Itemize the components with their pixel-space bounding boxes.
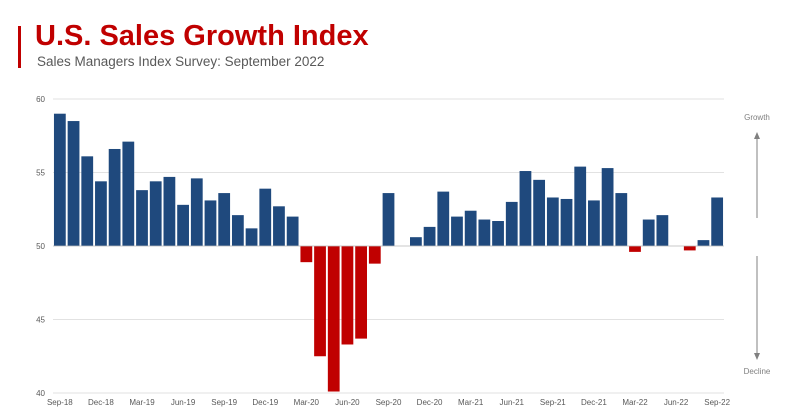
x-tick-label: Sep-20 bbox=[376, 398, 402, 407]
bar-Apr-22 bbox=[642, 219, 655, 246]
bar-Oct-19 bbox=[231, 215, 244, 246]
title-accent-bar bbox=[18, 26, 21, 68]
bar-Aug-19 bbox=[204, 200, 217, 246]
bar-Apr-19 bbox=[149, 181, 162, 246]
bar-Aug-22 bbox=[697, 240, 710, 246]
page-title: U.S. Sales Growth Index bbox=[35, 20, 369, 52]
x-tick-label: Sep-22 bbox=[704, 398, 730, 407]
bar-Sep-18 bbox=[53, 113, 66, 246]
decline-arrow-icon bbox=[754, 353, 760, 360]
bar-Mar-21 bbox=[464, 210, 477, 246]
x-tick-label: Mar-22 bbox=[622, 398, 648, 407]
x-tick-label: Dec-20 bbox=[417, 398, 443, 407]
bar-Nov-21 bbox=[574, 166, 587, 246]
bar-Jul-21 bbox=[519, 171, 532, 246]
bar-Jul-19 bbox=[190, 178, 203, 246]
bar-Oct-18 bbox=[67, 121, 80, 246]
growth-arrow-icon bbox=[754, 132, 760, 139]
decline-label: Decline bbox=[744, 367, 771, 376]
x-tick-label: Dec-19 bbox=[252, 398, 278, 407]
x-tick-label: Dec-18 bbox=[88, 398, 114, 407]
bar-Feb-21 bbox=[451, 216, 463, 246]
bar-Jul-22 bbox=[683, 246, 696, 251]
bar-Mar-19 bbox=[136, 190, 148, 246]
bar-Sep-20 bbox=[382, 193, 395, 246]
x-tick-label: Mar-20 bbox=[294, 398, 320, 407]
y-tick-label: 45 bbox=[36, 316, 45, 325]
bar-May-20 bbox=[327, 246, 340, 392]
bar-Jun-20 bbox=[341, 246, 354, 345]
bar-Aug-20 bbox=[368, 246, 381, 264]
x-tick-label: Dec-21 bbox=[581, 398, 607, 407]
y-tick-label: 50 bbox=[36, 242, 45, 251]
bar-Oct-21 bbox=[560, 198, 573, 246]
y-tick-label: 55 bbox=[36, 169, 45, 178]
bar-Nov-20 bbox=[410, 237, 422, 246]
bar-Nov-18 bbox=[81, 156, 94, 246]
bars bbox=[53, 113, 724, 392]
growth-label: Growth bbox=[744, 113, 770, 122]
bar-Jan-20 bbox=[273, 206, 285, 246]
bar-Jun-21 bbox=[505, 201, 518, 246]
growth-decline-indicator: Growth Decline bbox=[744, 113, 771, 376]
x-axis-ticks: Sep-18 Dec-18 Mar-19 Jun-19 Sep-19 Dec-19 Mar-… bbox=[47, 398, 731, 407]
x-tick-label: Jun-19 bbox=[171, 398, 196, 407]
bar-Jul-20 bbox=[355, 246, 367, 339]
bar-Feb-19 bbox=[122, 141, 135, 246]
y-tick-label: 40 bbox=[36, 389, 45, 398]
x-tick-label: Mar-19 bbox=[129, 398, 155, 407]
bar-Apr-21 bbox=[478, 219, 491, 246]
bar-Aug-21 bbox=[533, 179, 546, 246]
x-tick-label: Sep-21 bbox=[540, 398, 566, 407]
bar-May-22 bbox=[656, 215, 669, 246]
bar-May-21 bbox=[492, 221, 504, 246]
x-tick-label: Jun-21 bbox=[500, 398, 525, 407]
bar-Dec-21 bbox=[588, 200, 600, 246]
bar-Jun-19 bbox=[177, 204, 189, 246]
bar-Feb-22 bbox=[615, 193, 628, 246]
bar-Mar-22 bbox=[629, 246, 641, 252]
bar-Sep-21 bbox=[546, 197, 559, 246]
bar-Jan-21 bbox=[437, 191, 450, 246]
x-tick-label: Sep-19 bbox=[211, 398, 237, 407]
x-tick-label: Sep-18 bbox=[47, 398, 73, 407]
y-tick-label: 60 bbox=[36, 95, 45, 104]
bar-Sep-22 bbox=[711, 197, 724, 246]
bar-May-19 bbox=[163, 176, 176, 246]
bar-Feb-20 bbox=[286, 216, 299, 246]
bar-Jan-22 bbox=[601, 168, 614, 246]
bar-Dec-18 bbox=[95, 181, 107, 246]
bar-Dec-20 bbox=[423, 226, 436, 246]
y-axis-ticks: 40 45 50 55 60 bbox=[36, 95, 45, 398]
bar-Mar-20 bbox=[300, 246, 313, 263]
x-tick-label: Jun-20 bbox=[335, 398, 360, 407]
bar-Sep-19 bbox=[218, 193, 231, 246]
x-tick-label: Jun-22 bbox=[664, 398, 689, 407]
bar-Apr-20 bbox=[314, 246, 326, 357]
page-subtitle: Sales Managers Index Survey: September 2… bbox=[37, 54, 325, 69]
x-tick-label: Mar-21 bbox=[458, 398, 484, 407]
bar-Dec-19 bbox=[259, 188, 272, 246]
bar-Jan-19 bbox=[108, 148, 121, 246]
bar-Nov-19 bbox=[245, 228, 258, 246]
